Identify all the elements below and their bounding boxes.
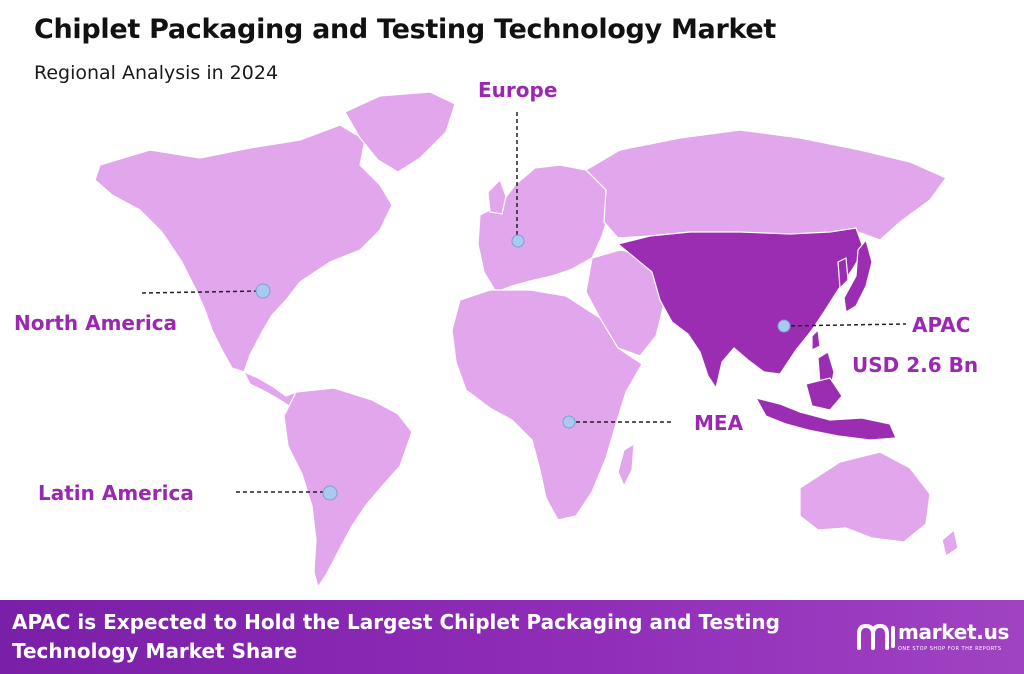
footer-banner: APAC is Expected to Hold the Largest Chi… <box>0 600 1024 674</box>
world-map <box>94 91 959 589</box>
marker-mea <box>562 415 576 429</box>
label-apac-value: USD 2.6 Bn <box>852 353 979 377</box>
label-europe: Europe <box>478 78 558 102</box>
region-markers <box>255 234 791 501</box>
label-apac: APAC <box>912 313 971 337</box>
leader-line-north-america <box>141 290 263 294</box>
land-south-america <box>283 387 413 589</box>
brand[interactable]: market.us ONE STOP SHOP FOR THE REPORTS <box>856 620 1016 660</box>
brand-tagline: ONE STOP SHOP FOR THE REPORTS <box>898 646 1002 652</box>
apac-highlight <box>616 227 897 441</box>
page-subtitle: Regional Analysis in 2024 <box>34 62 279 84</box>
label-latin-america: Latin America <box>38 481 194 505</box>
land-greenland <box>344 91 456 173</box>
label-mea: MEA <box>694 411 744 435</box>
label-north-america: North America <box>14 311 178 335</box>
leader-lines <box>141 112 907 493</box>
land-uk <box>487 178 507 215</box>
land-madagascar <box>617 442 635 488</box>
footer-text: APAC is Expected to Hold the Largest Chi… <box>12 610 780 663</box>
market-us-logo-icon <box>857 623 895 650</box>
land-europe <box>477 164 611 293</box>
land-masses <box>94 91 959 589</box>
land-apac-mainland <box>616 227 865 390</box>
land-africa <box>451 289 643 521</box>
land-korea <box>837 257 849 290</box>
page-title: Chiplet Packaging and Testing Technology… <box>34 14 777 45</box>
land-new-zealand <box>941 528 959 557</box>
land-north-asia <box>585 129 947 241</box>
land-indonesia <box>754 397 897 441</box>
land-borneo <box>805 377 843 411</box>
land-australia <box>799 451 931 543</box>
marker-north-america <box>255 283 271 299</box>
marker-apac <box>777 319 791 333</box>
leader-line-apac <box>783 323 907 327</box>
marker-latin-america <box>322 485 338 501</box>
land-north-america <box>94 124 393 373</box>
brand-name: market.us <box>898 620 1010 644</box>
land-taiwan <box>811 328 821 351</box>
land-japan <box>843 238 873 313</box>
marker-europe <box>511 234 525 248</box>
